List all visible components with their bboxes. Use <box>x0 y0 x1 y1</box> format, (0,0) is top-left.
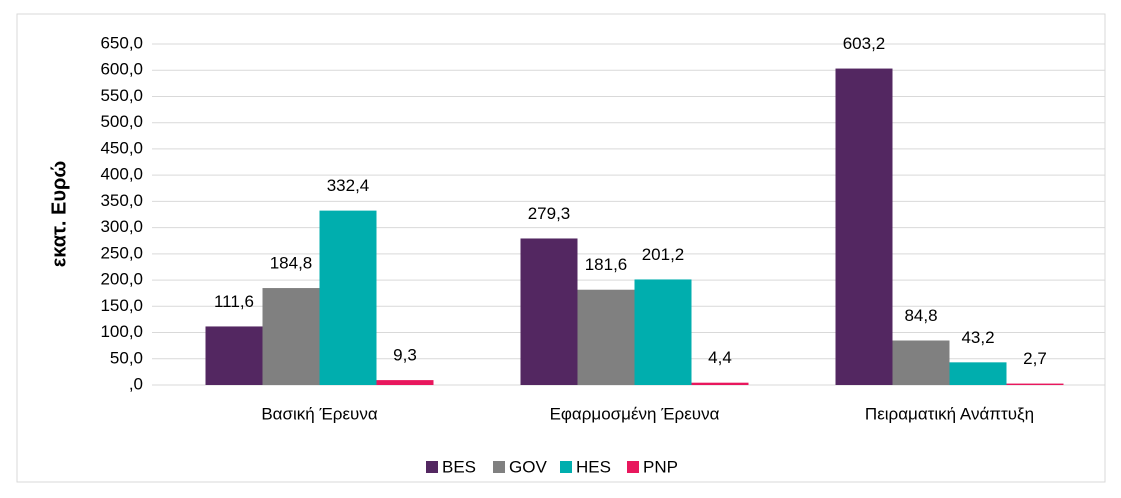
y-tick-label: 100,0 <box>100 322 143 341</box>
data-label: 43,2 <box>961 328 994 347</box>
legend-swatch <box>493 461 505 473</box>
data-label: 603,2 <box>843 34 886 53</box>
bar <box>577 289 635 385</box>
legend-swatch <box>627 461 639 473</box>
bar <box>691 382 749 385</box>
data-label: 111,6 <box>214 292 254 311</box>
bar <box>319 210 377 385</box>
y-tick-label: 200,0 <box>100 270 143 289</box>
bar <box>634 279 692 385</box>
data-label: 184,8 <box>270 254 313 273</box>
y-tick-label: 150,0 <box>100 296 143 315</box>
y-tick-label: 500,0 <box>100 112 143 131</box>
legend-label: GOV <box>509 457 547 476</box>
bar <box>262 288 320 385</box>
data-label: 279,3 <box>528 204 571 223</box>
bar <box>892 340 950 385</box>
y-tick-label: 300,0 <box>100 217 143 236</box>
data-label: 332,4 <box>327 176 370 195</box>
y-tick-label: 350,0 <box>100 191 143 210</box>
y-tick-label: 50,0 <box>110 348 143 367</box>
y-tick-label: 650,0 <box>100 33 143 52</box>
y-tick-label: 600,0 <box>100 60 143 79</box>
legend-label: BES <box>442 457 476 476</box>
y-tick-label: 400,0 <box>100 165 143 184</box>
bar <box>205 326 263 385</box>
legend-swatch <box>560 461 572 473</box>
bar <box>949 362 1007 385</box>
y-tick-label: ,0 <box>129 374 143 393</box>
y-axis-label: εκατ. Ευρώ <box>48 161 70 268</box>
data-label: 2,7 <box>1023 349 1047 368</box>
bar <box>520 238 578 385</box>
x-tick-label: Βασική Έρευνα <box>261 404 377 423</box>
x-tick-label: Εφαρμοσμένη Έρευνα <box>550 404 720 423</box>
data-label: 84,8 <box>904 306 937 325</box>
data-label: 4,4 <box>708 348 732 367</box>
bar <box>1006 383 1064 385</box>
y-tick-label: 250,0 <box>100 243 143 262</box>
data-label: 181,6 <box>585 255 628 274</box>
y-tick-label: 450,0 <box>100 138 143 157</box>
y-tick-label: 550,0 <box>100 86 143 105</box>
legend-label: HES <box>576 457 611 476</box>
legend-label: PNP <box>643 457 678 476</box>
bar <box>376 380 434 385</box>
data-label: 201,2 <box>642 245 685 264</box>
data-label: 9,3 <box>393 346 417 365</box>
bar <box>835 68 893 385</box>
x-tick-label: Πειραματική Ανάπτυξη <box>865 404 1034 423</box>
legend-swatch <box>426 461 438 473</box>
